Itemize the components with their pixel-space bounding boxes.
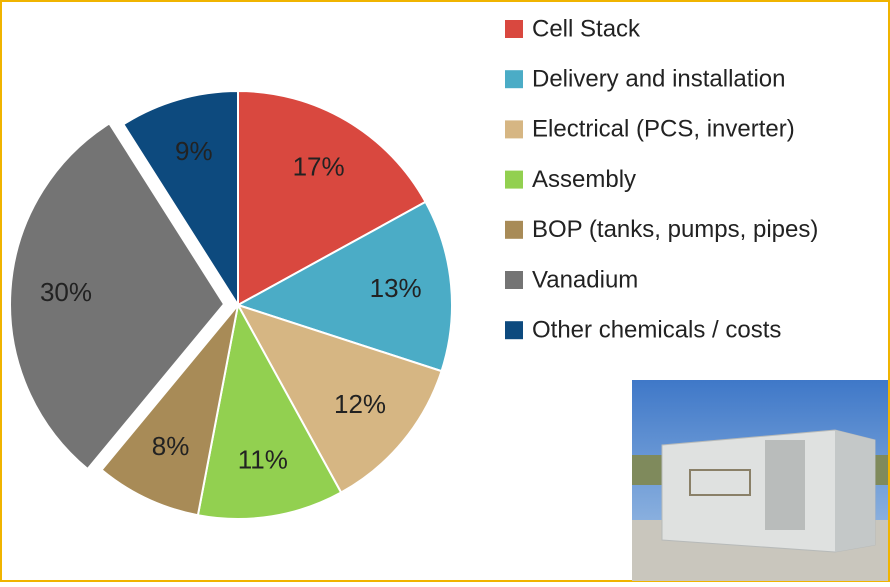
slice-label: 9% xyxy=(175,136,213,166)
slice-label: 30% xyxy=(40,277,92,307)
legend-swatch xyxy=(505,20,523,38)
legend-swatch xyxy=(505,70,523,88)
legend-label: Other chemicals / costs xyxy=(532,317,781,344)
page: {"chart_data": {"type": "pie", "categori… xyxy=(0,0,890,582)
legend-swatch xyxy=(505,120,523,138)
legend-swatch xyxy=(505,321,523,339)
legend-label: Delivery and installation xyxy=(532,66,785,93)
slice-label: 17% xyxy=(293,152,345,182)
slice-label: 12% xyxy=(334,389,386,419)
legend-label: Vanadium xyxy=(532,266,638,293)
legend-swatch xyxy=(505,171,523,189)
legend-label: Cell Stack xyxy=(532,15,641,42)
legend-swatch xyxy=(505,271,523,289)
slice-label: 8% xyxy=(152,431,190,461)
slice-label: 13% xyxy=(370,273,422,303)
chart: 17% 13% 12% 11% 8% 30% 9% Cell Stack Delivery an… xyxy=(0,0,890,582)
photo xyxy=(632,380,888,581)
slice-label: 11% xyxy=(238,444,288,474)
legend-label: Assembly xyxy=(532,166,636,193)
legend-label: Electrical (PCS, inverter) xyxy=(532,116,795,143)
legend-swatch xyxy=(505,221,523,239)
legend-label: BOP (tanks, pumps, pipes) xyxy=(532,216,818,243)
